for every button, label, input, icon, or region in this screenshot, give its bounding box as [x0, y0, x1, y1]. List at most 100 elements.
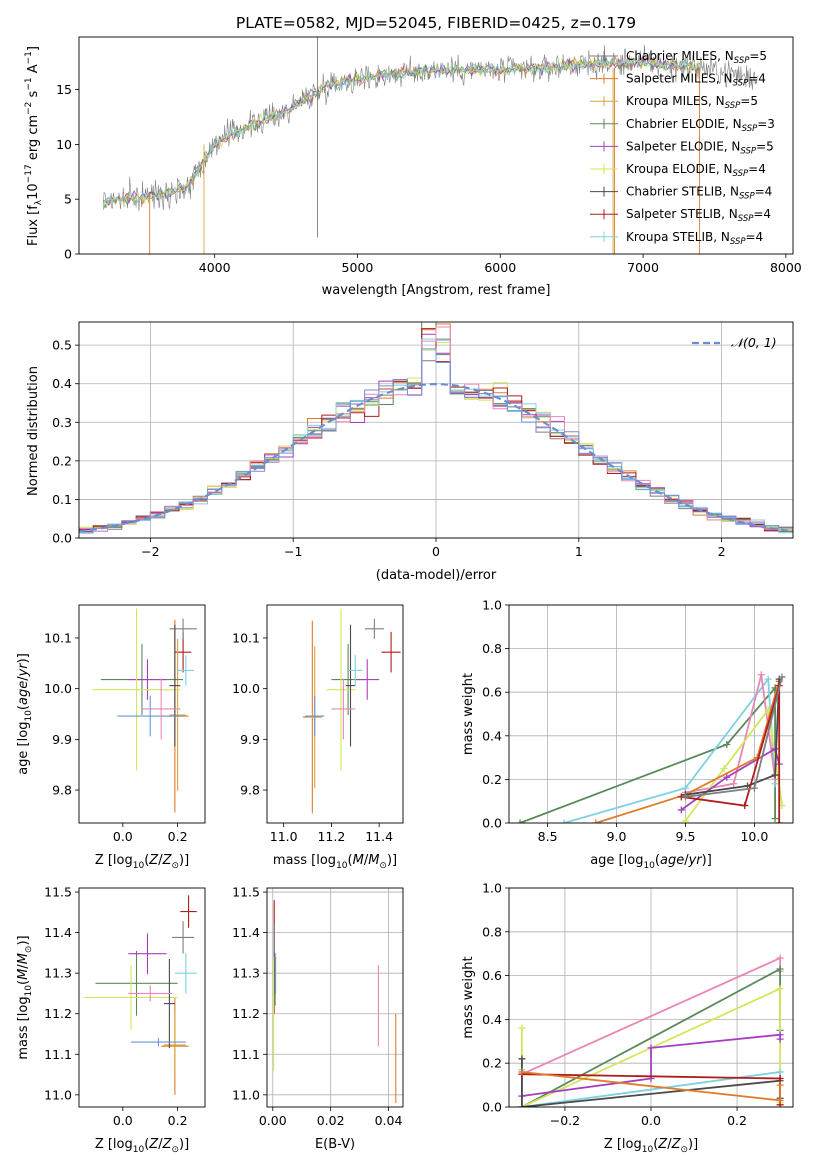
- y-axis-label-part: (: [16, 705, 31, 710]
- weight-marker: [723, 773, 731, 781]
- x-tick-label: 11.2: [317, 829, 345, 844]
- weight-marker: [518, 1103, 526, 1107]
- y-axis-label-part: M: [16, 969, 31, 980]
- y-tick-label: 0.1: [52, 492, 72, 507]
- y-tick-label: 11.2: [44, 1006, 72, 1021]
- y-tick-label: 10.1: [44, 630, 72, 645]
- y-tick-label: 0.3: [52, 415, 72, 430]
- axes-frame: [78, 887, 206, 1108]
- weight-line: [681, 685, 781, 823]
- y-axis-label-part: mass [log: [16, 996, 31, 1059]
- x-axis-label-part: mass [log: [273, 853, 336, 868]
- y-tick-label: 11.4: [44, 925, 72, 940]
- legend-label-sub: SSP: [734, 56, 750, 66]
- x-axis-label-part: Z: [162, 853, 173, 868]
- weight-marker: [592, 819, 600, 823]
- x-tick-label: 5000: [342, 260, 374, 275]
- y-tick-label: 9.9: [240, 732, 260, 747]
- legend-label-sub: SSP: [740, 146, 756, 156]
- weight-marker: [771, 745, 779, 753]
- x-axis-label-part: ⊙: [171, 1145, 179, 1155]
- x-tick-label: 4000: [199, 260, 231, 275]
- x-tick-label: 0.0: [113, 1113, 133, 1128]
- y-axis-label-part: age [log: [16, 722, 31, 775]
- legend-label: Chabrier MILES, NSSP=5: [626, 49, 767, 66]
- x-axis-label: wavelength [Angstrom, rest frame]: [322, 283, 551, 298]
- weight-marker: [681, 817, 689, 823]
- legend-label: 𝒩(0, 1): [731, 335, 777, 350]
- x-axis-label: (data-model)/error: [376, 568, 497, 583]
- weight-marker: [771, 815, 779, 823]
- figure-title: PLATE=0582, MJD=52045, FIBERID=0425, z=0…: [236, 14, 636, 32]
- weight-marker: [516, 819, 524, 823]
- plot-area: [92, 608, 197, 813]
- legend-label-main: Chabrier MILES, N: [626, 49, 734, 63]
- x-axis-label-part: (: [144, 1137, 149, 1152]
- weight-marker: [778, 673, 786, 681]
- y-tick-label: 11.0: [232, 1087, 260, 1102]
- legend-label: Kroupa MILES, NSSP=5: [626, 94, 758, 111]
- x-tick-label: 1: [575, 544, 583, 559]
- y-axis-label-part: ⊙: [24, 946, 34, 954]
- y-tick-label: 0.2: [482, 1056, 502, 1071]
- y-axis-label: Normed distribution: [26, 366, 41, 496]
- x-axis-label: Z [log10(Z/Z⊙)]: [604, 1137, 698, 1155]
- legend-label: Salpeter STELIB, NSSP=4: [626, 207, 771, 224]
- x-tick-label: 0.04: [375, 1113, 403, 1128]
- plot-area: [302, 608, 401, 814]
- legend-label: Kroupa ELODIE, NSSP=4: [626, 162, 766, 179]
- y-tick-label: 0.5: [52, 338, 72, 353]
- y-tick-label: 0.0: [482, 816, 502, 831]
- y-tick-label: 10.0: [232, 681, 260, 696]
- plot-area: [84, 895, 197, 1095]
- x-tick-label: 0.0: [113, 829, 133, 844]
- legend-label-value: =4: [748, 72, 766, 86]
- weight-line: [563, 676, 776, 823]
- legend-label-main: Kroupa MILES, N: [626, 94, 725, 108]
- normal-curve: [79, 382, 793, 533]
- weight-marker: [720, 765, 728, 772]
- x-axis-label-part: 10: [133, 1145, 145, 1155]
- y-tick-label: 10: [56, 137, 72, 152]
- plot-area: [516, 671, 786, 823]
- y-axis-label-part: −1: [24, 77, 34, 90]
- x-axis-label-part: Z: [148, 1137, 159, 1152]
- y-axis-label-part: 10: [24, 985, 34, 997]
- panel-spectrum: 4000 5000 6000 7000 8000 0 5 10 15 Chabrier MILES…: [24, 36, 802, 298]
- legend-label-main: Salpeter STELIB, N: [626, 207, 738, 221]
- y-tick-label: 0.0: [52, 531, 72, 546]
- weight-marker: [730, 780, 738, 788]
- x-tick-label: 0.2: [168, 1113, 188, 1128]
- weight-marker: [776, 985, 784, 993]
- y-axis-label-part: Flux [f: [26, 205, 41, 246]
- legend-label: Chabrier ELODIE, NSSP=3: [626, 117, 775, 134]
- x-axis-label-part: yr: [688, 853, 704, 868]
- y-axis-label: age [log10(age/yr)]: [16, 653, 34, 775]
- weight-marker: [776, 1075, 784, 1083]
- y-tick-label: 0.8: [482, 924, 502, 939]
- x-tick-label: 10.0: [740, 829, 768, 844]
- x-axis-label-part: Z: [162, 1137, 173, 1152]
- y-tick-label: 11.1: [232, 1047, 260, 1062]
- legend-label-sub: SSP: [738, 214, 754, 224]
- legend-label-sub: SSP: [733, 79, 749, 89]
- x-tick-label: −2: [141, 544, 159, 559]
- y-tick-label: 15: [56, 82, 72, 97]
- y-axis-label: mass weight: [461, 673, 476, 755]
- y-axis-label-part: 10: [24, 710, 34, 722]
- plot-area: [79, 322, 793, 534]
- x-tick-label: 0.00: [259, 1113, 287, 1128]
- y-tick-label: 0.6: [482, 968, 502, 983]
- y-tick-label: 0: [64, 247, 72, 262]
- weight-line: [519, 685, 776, 823]
- x-axis-label-part: Z: [671, 1137, 682, 1152]
- x-axis-label-part: ⊙: [379, 861, 387, 871]
- y-tick-label: 0.4: [482, 1012, 502, 1027]
- weight-marker: [750, 784, 758, 792]
- legend-label-value: =5: [740, 94, 758, 108]
- y-axis-label-part: −2: [24, 102, 34, 115]
- legend-label: Salpeter MILES, NSSP=4: [626, 72, 766, 89]
- weight-marker: [677, 806, 685, 814]
